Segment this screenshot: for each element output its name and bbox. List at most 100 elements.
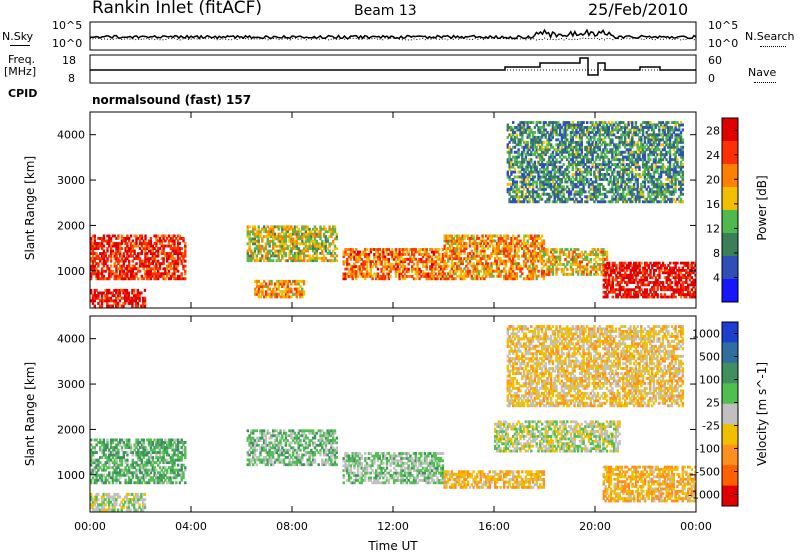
echo-cell	[694, 293, 696, 296]
echo-cell	[382, 255, 385, 259]
echo-cell	[631, 278, 634, 282]
echo-cell	[253, 232, 257, 236]
echo-cell	[180, 277, 183, 281]
echo-cell	[365, 253, 369, 256]
echo-cell	[275, 295, 279, 299]
echo-cell	[625, 148, 629, 152]
echo-cell	[567, 175, 571, 179]
echo-cell	[582, 258, 585, 261]
echo-cell	[293, 252, 297, 255]
echo-cell	[651, 285, 654, 289]
echo-cell	[629, 145, 632, 149]
echo-cell	[620, 150, 623, 154]
echo-cell	[636, 185, 639, 189]
echo-cell	[602, 163, 605, 166]
echo-cell	[95, 247, 98, 250]
echo-cell	[641, 133, 645, 137]
echo-cell	[562, 250, 565, 254]
echo-cell	[93, 291, 96, 295]
echo-cell	[575, 178, 578, 181]
echo-cell	[463, 244, 466, 248]
echo-cell	[423, 265, 427, 268]
echo-cell	[504, 274, 508, 278]
echo-cell	[598, 163, 601, 166]
echo-cell	[526, 239, 529, 243]
echo-cell	[569, 126, 573, 129]
echo-cell	[593, 265, 596, 269]
echo-cell	[562, 131, 565, 134]
echo-cell	[540, 187, 544, 191]
echo-cell	[692, 290, 695, 294]
echo-cell	[131, 291, 134, 295]
echo-cell	[528, 185, 531, 189]
echo-cell	[277, 292, 280, 296]
echo-cell	[321, 227, 324, 231]
echo-cell	[155, 237, 158, 240]
echo-cell	[690, 288, 693, 292]
echo-cell	[600, 250, 603, 254]
echo-cell	[604, 271, 607, 275]
echo-cell	[503, 239, 506, 243]
echo-cell	[627, 148, 630, 152]
echo-cell	[322, 256, 326, 260]
echo-cell	[378, 248, 381, 251]
echo-cell	[371, 277, 374, 281]
echo-cell	[304, 232, 308, 236]
echo-cell	[528, 158, 531, 162]
echo-cell	[604, 175, 607, 179]
echo-cell	[587, 180, 591, 184]
echo-cell	[353, 265, 356, 268]
echo-cell	[615, 293, 618, 296]
echo-cell	[595, 260, 598, 264]
echo-cell	[528, 269, 531, 273]
echo-cell	[577, 253, 580, 256]
echo-cell	[616, 178, 619, 181]
echo-cell	[457, 254, 461, 258]
echo-cell	[537, 153, 540, 157]
echo-cell	[118, 288, 122, 292]
echo-cell	[162, 267, 165, 271]
echo-cell	[477, 262, 481, 266]
echo-cell	[175, 269, 178, 273]
echo-cell	[149, 242, 153, 245]
echo-cell	[407, 257, 410, 261]
echo-cell	[510, 126, 513, 129]
echo-cell	[510, 277, 513, 281]
echo-cell	[432, 275, 436, 278]
echo-cell	[420, 260, 423, 264]
echo-cell	[535, 165, 538, 169]
echo-cell	[497, 257, 500, 261]
echo-cell	[288, 239, 291, 243]
echo-cell	[627, 143, 630, 147]
echo-cell	[497, 272, 500, 276]
echo-cell	[670, 269, 674, 272]
echo-cell	[546, 258, 549, 261]
echo-cell	[180, 254, 183, 258]
echo-cell	[564, 178, 567, 181]
echo-cell	[288, 225, 291, 229]
echo-cell	[155, 274, 158, 278]
echo-cell	[629, 138, 632, 142]
echo-cell	[369, 275, 372, 278]
echo-cell	[548, 175, 551, 179]
echo-cell	[457, 242, 461, 245]
echo-cell	[255, 256, 258, 260]
echo-cell	[598, 263, 601, 266]
echo-cell	[275, 244, 278, 248]
echo-cell	[640, 271, 643, 275]
echo-cell	[382, 257, 385, 261]
echo-cell	[535, 182, 538, 186]
echo-cell	[326, 247, 329, 250]
echo-cell	[353, 267, 356, 271]
echo-cell	[508, 163, 511, 166]
echo-cell	[640, 195, 643, 199]
echo-cell	[292, 244, 295, 248]
echo-cell	[97, 301, 100, 305]
echo-cell	[430, 272, 434, 276]
echo-cell	[120, 267, 124, 271]
echo-cell	[463, 247, 466, 250]
echo-cell	[519, 264, 522, 268]
echo-cell	[155, 244, 158, 248]
echo-cell	[175, 249, 178, 253]
echo-cell	[253, 252, 257, 255]
